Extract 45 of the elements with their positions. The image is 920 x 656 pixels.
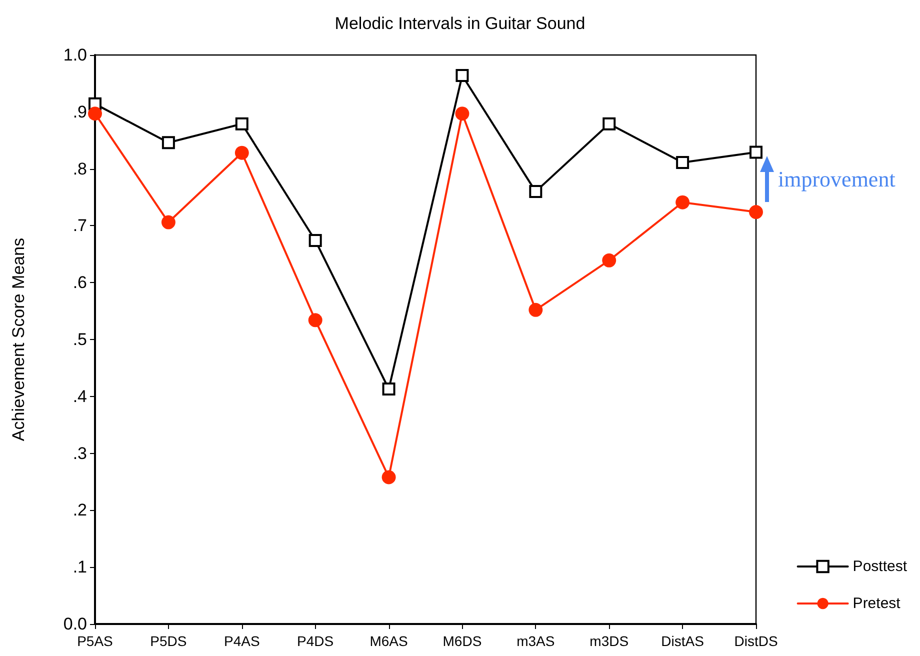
y-tick-label: .7 [72,216,87,236]
y-axis-title: Achievement Score Means [9,238,28,442]
y-tick-label: 0.0 [63,614,87,634]
point [602,117,616,130]
y-tick-label: 1.0 [63,46,87,64]
y-tick-label: .2 [72,500,87,520]
x-tick-label: P5DS [150,633,187,649]
x-tick-label: P4DS [297,633,334,649]
y-tick-label: .6 [72,273,87,292]
x-tick-label: P5AS [77,633,113,649]
point [750,146,762,159]
point [234,146,249,160]
x-tick-label: m3DS [590,633,629,649]
y-tick-label: .4 [72,386,87,406]
y-tick-label: .9 [72,102,87,122]
x-tick-label: M6DS [442,633,482,649]
point [382,382,396,396]
point [602,253,616,268]
point [676,195,690,210]
legend-label: Pretest [852,595,902,612]
text: improvement [778,166,896,192]
x-tick-label: m3AS [516,633,555,649]
y-tick-label: .5 [72,330,87,349]
x-tick-label: M6AS [370,633,408,649]
point [162,136,175,150]
y-tick-label: .1 [72,558,87,577]
point [528,302,543,317]
x-tick-label: P4AS [224,633,260,649]
point [161,215,176,230]
point [235,117,248,130]
y-tick-label: .8 [72,159,87,178]
point [456,68,469,82]
chart-title: Melodic Intervals in Guitar Sound [334,14,586,33]
x-tick-label: DistAS [661,633,704,649]
point [88,106,102,121]
point [308,234,322,247]
point [529,185,542,198]
point [382,470,396,484]
point [676,156,690,170]
point [749,205,763,220]
legend-label: Posttest [852,558,908,575]
y-tick-label: .3 [72,444,87,463]
x-tick-label: DistDS [734,633,778,649]
point [455,106,470,121]
point [308,313,322,328]
